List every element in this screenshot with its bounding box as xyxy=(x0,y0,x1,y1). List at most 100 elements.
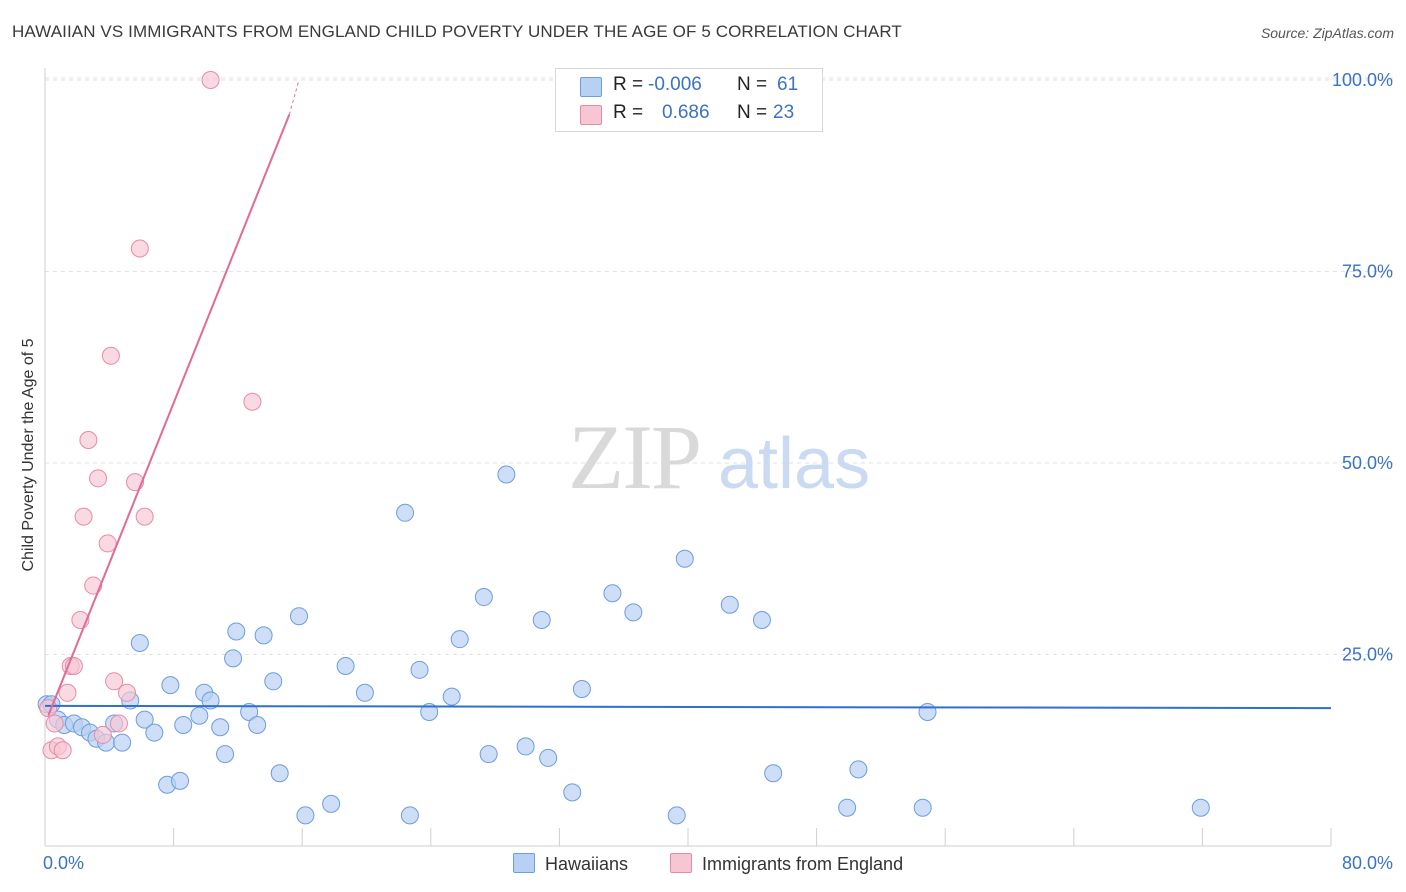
hawaiians-point xyxy=(400,806,419,825)
england-point xyxy=(45,714,64,733)
england-point xyxy=(74,507,93,526)
hawaiians-point xyxy=(838,798,857,817)
hawaiians-point xyxy=(532,611,551,630)
hawaiians-point xyxy=(248,715,267,734)
legend-r-value: 0.686 xyxy=(662,102,710,123)
england-point xyxy=(130,239,149,258)
y-tick-label: 75.0% xyxy=(1342,262,1393,282)
hawaiians-point xyxy=(224,649,243,668)
hawaiians-point xyxy=(572,679,591,698)
england-point xyxy=(58,683,77,702)
tick-labels: 25.0% 50.0% 75.0% 100.0% 0.0% 80.0% xyxy=(43,70,1393,873)
hawaiians-point xyxy=(336,656,355,675)
england-point xyxy=(53,741,72,760)
legend-n-value: 23 xyxy=(773,102,795,123)
hawaiians-point xyxy=(918,702,937,721)
hawaiians-point xyxy=(174,715,193,734)
hawaiians-point xyxy=(720,595,739,614)
hawaiians-point xyxy=(130,634,149,653)
trend-lines xyxy=(44,79,1332,717)
bottom-legend-label: Immigrants from England xyxy=(702,854,904,874)
england-point xyxy=(89,469,108,488)
hawaiians-point xyxy=(849,760,868,779)
hawaiians-point xyxy=(603,584,622,603)
watermark: ZIP atlas xyxy=(568,406,870,508)
hawaiians-point xyxy=(270,764,289,783)
legend-swatch-pink xyxy=(580,105,602,125)
hawaiians-trend-line xyxy=(44,704,1332,710)
bottom-legend-hawaiians: Hawaiians xyxy=(513,853,628,875)
legend-r-label: R = xyxy=(613,74,644,95)
watermark-atlas: atlas xyxy=(718,424,870,504)
hawaiians-point xyxy=(201,691,220,710)
hawaiians-point xyxy=(563,783,582,802)
england-point xyxy=(117,683,136,702)
legend-r-value: -0.006 xyxy=(648,74,702,95)
legend-n-label: N = xyxy=(737,102,768,123)
legend-n-value: 61 xyxy=(777,74,799,95)
legend-r-label: R = xyxy=(613,102,644,123)
source-label: Source: ZipAtlas.com xyxy=(1260,25,1394,41)
hawaiians-point xyxy=(764,764,783,783)
england-point xyxy=(201,71,220,89)
legend-swatch-blue xyxy=(580,77,602,97)
england-point xyxy=(101,346,120,365)
x-tick-label-min: 0.0% xyxy=(43,853,84,873)
chart-title: HAWAIIAN VS IMMIGRANTS FROM ENGLAND CHIL… xyxy=(12,22,902,41)
hawaiians-point xyxy=(497,465,516,484)
england-points xyxy=(39,71,262,760)
hawaiians-point xyxy=(442,687,461,706)
england-point xyxy=(84,576,103,595)
bottom-legend-swatch-blue xyxy=(513,853,535,873)
gridlines xyxy=(45,77,1394,655)
legend-n-label: N = xyxy=(737,74,768,95)
axes xyxy=(44,68,1332,847)
hawaiians-point xyxy=(171,771,190,790)
hawaiians-point xyxy=(355,683,374,702)
hawaiians-point xyxy=(322,794,341,813)
hawaiians-point xyxy=(113,733,132,752)
bottom-legend-label: Hawaiians xyxy=(545,854,629,874)
hawaiians-points xyxy=(37,465,1210,825)
hawaiians-point xyxy=(240,702,259,721)
england-point xyxy=(105,672,124,691)
hawaiians-point xyxy=(479,745,498,764)
y-tick-label: 100.0% xyxy=(1332,70,1393,90)
hawaiians-point xyxy=(420,702,439,721)
x-tick-label-max: 80.0% xyxy=(1342,853,1393,873)
hawaiians-point xyxy=(913,798,932,817)
hawaiians-point xyxy=(254,626,273,645)
y-tick-label: 50.0% xyxy=(1342,453,1393,473)
hawaiians-point xyxy=(264,672,283,691)
hawaiians-point xyxy=(410,660,429,679)
watermark-zip: ZIP xyxy=(568,406,700,508)
hawaiians-point xyxy=(227,622,246,641)
england-point xyxy=(243,392,262,411)
bottom-legend-england: Immigrants from England xyxy=(670,853,903,875)
hawaiians-point xyxy=(675,549,694,568)
hawaiians-point xyxy=(396,503,415,522)
hawaiians-point xyxy=(161,676,180,695)
england-point xyxy=(135,507,154,526)
england-trend-extension xyxy=(288,79,300,115)
correlation-legend: R = -0.006 N = 61 R = 0.686 N = 23 xyxy=(555,68,823,132)
hawaiians-point xyxy=(752,611,771,630)
hawaiians-point xyxy=(145,723,164,742)
hawaiians-point xyxy=(474,588,493,607)
hawaiians-point xyxy=(296,806,315,825)
bottom-legend-swatch-pink xyxy=(670,853,692,873)
hawaiians-point xyxy=(216,745,235,764)
england-point xyxy=(109,714,128,733)
hawaiians-point xyxy=(539,748,558,767)
hawaiians-point xyxy=(190,706,209,725)
england-trend-line xyxy=(47,114,291,717)
hawaiians-point xyxy=(516,737,535,756)
england-point xyxy=(93,725,112,744)
hawaiians-point xyxy=(211,718,230,737)
hawaiians-point xyxy=(624,603,643,622)
hawaiians-point xyxy=(289,607,308,626)
y-tick-label: 25.0% xyxy=(1342,645,1393,665)
england-point xyxy=(79,431,98,450)
hawaiians-point xyxy=(1191,798,1210,817)
